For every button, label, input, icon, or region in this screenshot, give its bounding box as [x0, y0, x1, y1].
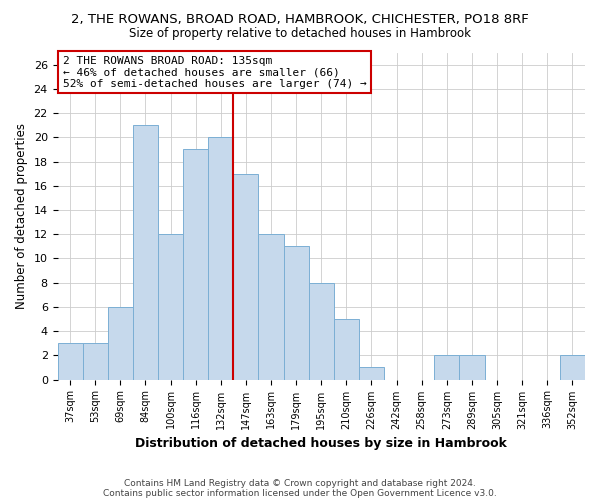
Text: Size of property relative to detached houses in Hambrook: Size of property relative to detached ho… [129, 28, 471, 40]
Bar [108, 307, 133, 380]
Bar [58, 343, 83, 380]
Bar [434, 356, 460, 380]
Bar [183, 150, 208, 380]
Bar [359, 368, 384, 380]
Text: 2, THE ROWANS, BROAD ROAD, HAMBROOK, CHICHESTER, PO18 8RF: 2, THE ROWANS, BROAD ROAD, HAMBROOK, CHI… [71, 12, 529, 26]
Bar [560, 356, 585, 380]
Bar [334, 319, 359, 380]
X-axis label: Distribution of detached houses by size in Hambrook: Distribution of detached houses by size … [136, 437, 507, 450]
Bar [208, 138, 233, 380]
Bar [233, 174, 259, 380]
Text: Contains HM Land Registry data © Crown copyright and database right 2024.: Contains HM Land Registry data © Crown c… [124, 478, 476, 488]
Y-axis label: Number of detached properties: Number of detached properties [15, 123, 28, 309]
Text: Contains public sector information licensed under the Open Government Licence v3: Contains public sector information licen… [103, 488, 497, 498]
Bar [460, 356, 485, 380]
Bar [83, 343, 108, 380]
Bar [284, 246, 309, 380]
Bar [259, 234, 284, 380]
Bar [158, 234, 183, 380]
Bar [309, 282, 334, 380]
Text: 2 THE ROWANS BROAD ROAD: 135sqm
← 46% of detached houses are smaller (66)
52% of: 2 THE ROWANS BROAD ROAD: 135sqm ← 46% of… [63, 56, 367, 89]
Bar [133, 125, 158, 380]
